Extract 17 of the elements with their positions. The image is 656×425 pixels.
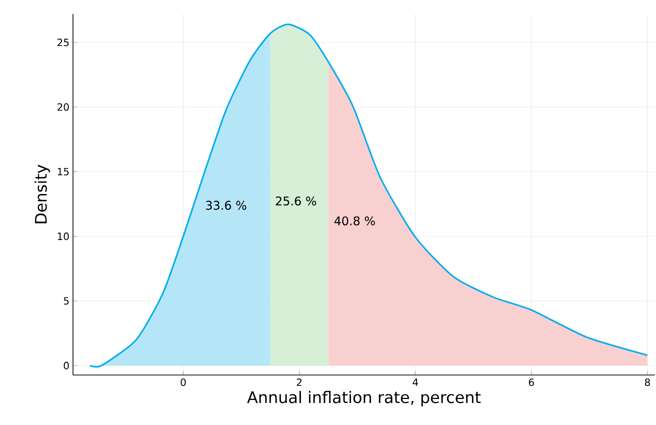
annotation: 33.6 %: [206, 200, 246, 210]
line-series: [89, 24, 648, 368]
x-axis-title: Annual inflation rate, percent: [247, 390, 481, 406]
y-tick-label: 5: [64, 297, 69, 305]
y-tick-label: 10: [58, 232, 69, 240]
y-tick-label: 15: [58, 168, 69, 176]
annotation: 40.8 %: [334, 216, 375, 226]
x-tick-label: 2: [296, 378, 302, 386]
x-tick-label: 4: [412, 378, 418, 386]
y-tick-label: 25: [58, 38, 69, 46]
y-tick-label: 0: [64, 362, 69, 370]
x-tick-label: 0: [180, 378, 186, 386]
x-tick-label: 6: [528, 378, 534, 386]
annotation: 25.6 %: [276, 196, 316, 206]
y-axis-title: Density: [34, 164, 50, 224]
y-tick-label: 20: [58, 103, 69, 111]
x-tick-label: 8: [644, 378, 650, 386]
